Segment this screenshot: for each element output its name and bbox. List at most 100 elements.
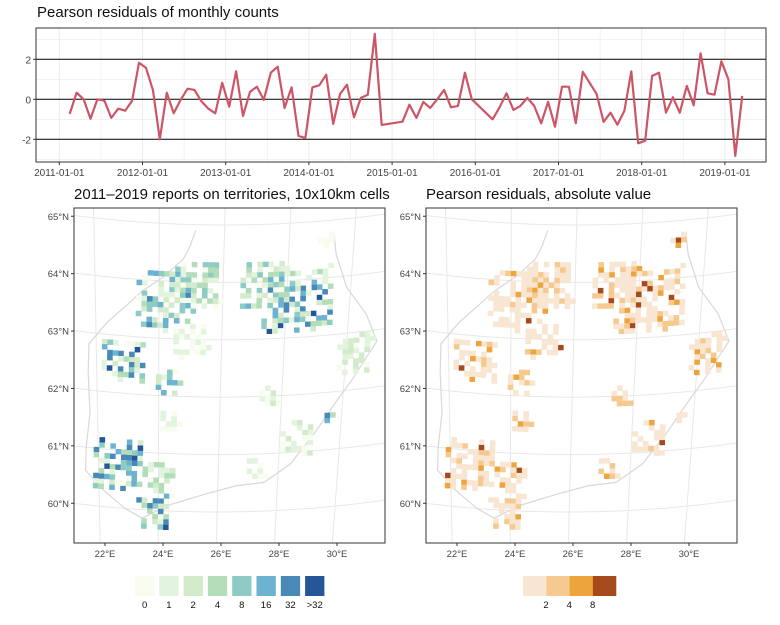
- grid-cell: [164, 478, 170, 484]
- grid-cell: [141, 523, 147, 529]
- grid-cell: [245, 303, 251, 309]
- grid-cell: [179, 297, 186, 304]
- grid-cell: [477, 475, 484, 482]
- x-tick-label: 2017-01-01: [533, 168, 585, 179]
- grid-cell: [300, 285, 307, 291]
- grid-cell: [488, 295, 494, 301]
- grid-cell: [200, 339, 207, 345]
- grid-cell: [318, 237, 324, 244]
- grid-cell: [674, 273, 681, 279]
- legend-label-counts: 1: [166, 600, 171, 611]
- grid-cell: [564, 298, 571, 304]
- grid-cell: [675, 242, 682, 248]
- grid-cell: [277, 328, 284, 334]
- grid-cell: [186, 272, 192, 278]
- grid-cell: [261, 323, 267, 330]
- grid-cell: [278, 281, 285, 288]
- grid-cell: [342, 369, 348, 376]
- grid-cell: [136, 481, 143, 488]
- graticule-parallel: [426, 442, 737, 456]
- grid-cell: [515, 498, 522, 505]
- grid-cell: [689, 344, 695, 350]
- grid-cell: [504, 317, 510, 323]
- graticule-parallel: [74, 499, 385, 513]
- grid-cell: [289, 301, 295, 308]
- grid-cell: [264, 395, 271, 402]
- grid-cell: [716, 362, 722, 368]
- grid-cell: [202, 277, 208, 283]
- grid-cell: [715, 367, 722, 373]
- grid-cell: [636, 286, 642, 292]
- grid-cell: [327, 304, 333, 310]
- graticule-meridian: [445, 208, 453, 543]
- grid-cell: [200, 344, 207, 351]
- grid-cell: [510, 498, 516, 504]
- grid-cell: [296, 445, 302, 452]
- grid-cell: [636, 265, 643, 272]
- grid-cell: [147, 270, 154, 276]
- grid-cell: [618, 323, 625, 329]
- grid-cell: [500, 466, 506, 473]
- grid-cell: [597, 287, 604, 294]
- grid-cell: [624, 312, 631, 319]
- grid-cell: [291, 440, 297, 447]
- lat-tick-label: 61°N: [48, 441, 69, 452]
- grid-cell: [294, 311, 300, 318]
- grid-cell: [175, 271, 181, 278]
- grid-cell: [625, 266, 632, 272]
- grid-cell: [510, 488, 517, 494]
- grid-cell: [117, 376, 124, 382]
- grid-cell: [673, 315, 680, 321]
- graticule-parallel: [74, 328, 385, 341]
- grid-cell: [489, 461, 495, 467]
- grid-cell: [668, 320, 674, 326]
- grid-cell: [658, 285, 664, 291]
- grid-cell: [505, 270, 511, 276]
- grid-cell: [163, 302, 169, 308]
- grid-cell: [509, 524, 516, 530]
- grid-cell: [700, 338, 706, 344]
- grid-cell: [169, 292, 175, 298]
- grid-cell: [461, 474, 468, 480]
- graticule-parallel: [74, 385, 385, 398]
- grid-cell: [625, 271, 632, 277]
- grid-cell: [554, 288, 560, 294]
- x-tick-label: 2018-01-01: [616, 168, 668, 179]
- grid-cell: [484, 450, 490, 456]
- grid-cell: [669, 279, 675, 285]
- grid-cell: [483, 470, 490, 477]
- grid-cell: [290, 270, 296, 277]
- grid-cell: [157, 514, 164, 520]
- grid-cell: [172, 369, 179, 376]
- grid-cell: [268, 266, 274, 272]
- grid-cell: [189, 344, 196, 350]
- grid-cell: [511, 467, 517, 473]
- grid-cell: [598, 468, 605, 474]
- grid-cell: [467, 449, 474, 455]
- grid-cell: [246, 272, 252, 278]
- grid-cell: [146, 321, 152, 328]
- grid-cell: [554, 277, 560, 283]
- grid-cell: [532, 271, 539, 278]
- grid-cell: [510, 286, 516, 292]
- lon-tick-label: 22°E: [95, 549, 116, 560]
- grid-cell: [609, 272, 615, 278]
- grid-cell: [613, 318, 619, 324]
- grid-cell: [526, 297, 532, 303]
- grid-cell: [486, 357, 493, 363]
- grid-cell: [642, 446, 649, 452]
- grid-cell: [668, 284, 675, 290]
- grid-cell: [609, 267, 615, 273]
- grid-cell: [608, 282, 615, 288]
- grid-cell: [532, 266, 539, 273]
- grid-cell: [257, 463, 264, 469]
- grid-cell: [518, 374, 525, 381]
- grid-cell: [542, 303, 549, 309]
- grid-cell: [185, 277, 192, 283]
- grid-cell: [516, 472, 522, 479]
- grid-cell: [273, 276, 279, 283]
- legend-swatch-counts: [159, 576, 179, 596]
- grid-cell: [648, 425, 655, 431]
- grid-cell: [185, 292, 192, 299]
- grid-cell: [125, 480, 132, 487]
